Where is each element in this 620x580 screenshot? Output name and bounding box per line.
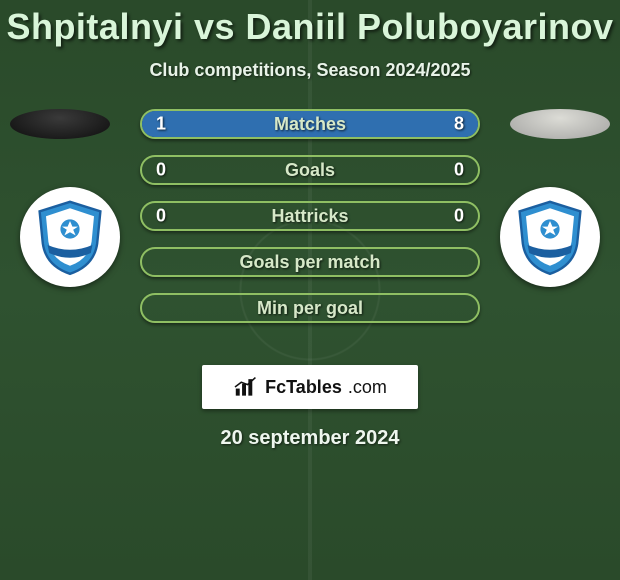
- brand-name-rest: .com: [348, 377, 387, 398]
- player-left-head: [10, 109, 110, 139]
- stat-row: Min per goal: [140, 293, 480, 323]
- shield-icon: [510, 197, 590, 277]
- club-crest-left: [20, 187, 120, 287]
- stat-value-right: 8: [454, 114, 464, 135]
- stat-value-right: 0: [454, 206, 464, 227]
- bar-chart-icon: [233, 376, 259, 398]
- comparison-arena: 1 Matches 8 0 Goals 0 0 Hattricks 0 Goals per mat…: [0, 109, 620, 349]
- stat-label: Min per goal: [257, 298, 363, 319]
- stat-row: 1 Matches 8: [140, 109, 480, 139]
- stat-value-left: 0: [156, 206, 166, 227]
- stat-row: 0 Goals 0: [140, 155, 480, 185]
- stat-value-right: 0: [454, 160, 464, 181]
- stat-value-left: 1: [156, 114, 166, 135]
- stat-rows: 1 Matches 8 0 Goals 0 0 Hattricks 0 Goals per mat…: [140, 109, 480, 323]
- club-crest-right: [500, 187, 600, 287]
- brand-box: FcTables .com: [202, 365, 418, 409]
- stat-row: Goals per match: [140, 247, 480, 277]
- brand-name-strong: FcTables: [265, 377, 342, 398]
- subtitle: Club competitions, Season 2024/2025: [0, 60, 620, 81]
- page-title: Shpitalnyi vs Daniil Poluboyarinov: [0, 0, 620, 48]
- stat-value-left: 0: [156, 160, 166, 181]
- stat-label: Goals: [285, 160, 335, 181]
- date-text: 20 september 2024: [0, 427, 620, 450]
- stat-label: Matches: [274, 114, 346, 135]
- player-right-head: [510, 109, 610, 139]
- stat-label: Hattricks: [271, 206, 348, 227]
- shield-icon: [30, 197, 110, 277]
- stat-row: 0 Hattricks 0: [140, 201, 480, 231]
- stat-label: Goals per match: [239, 252, 380, 273]
